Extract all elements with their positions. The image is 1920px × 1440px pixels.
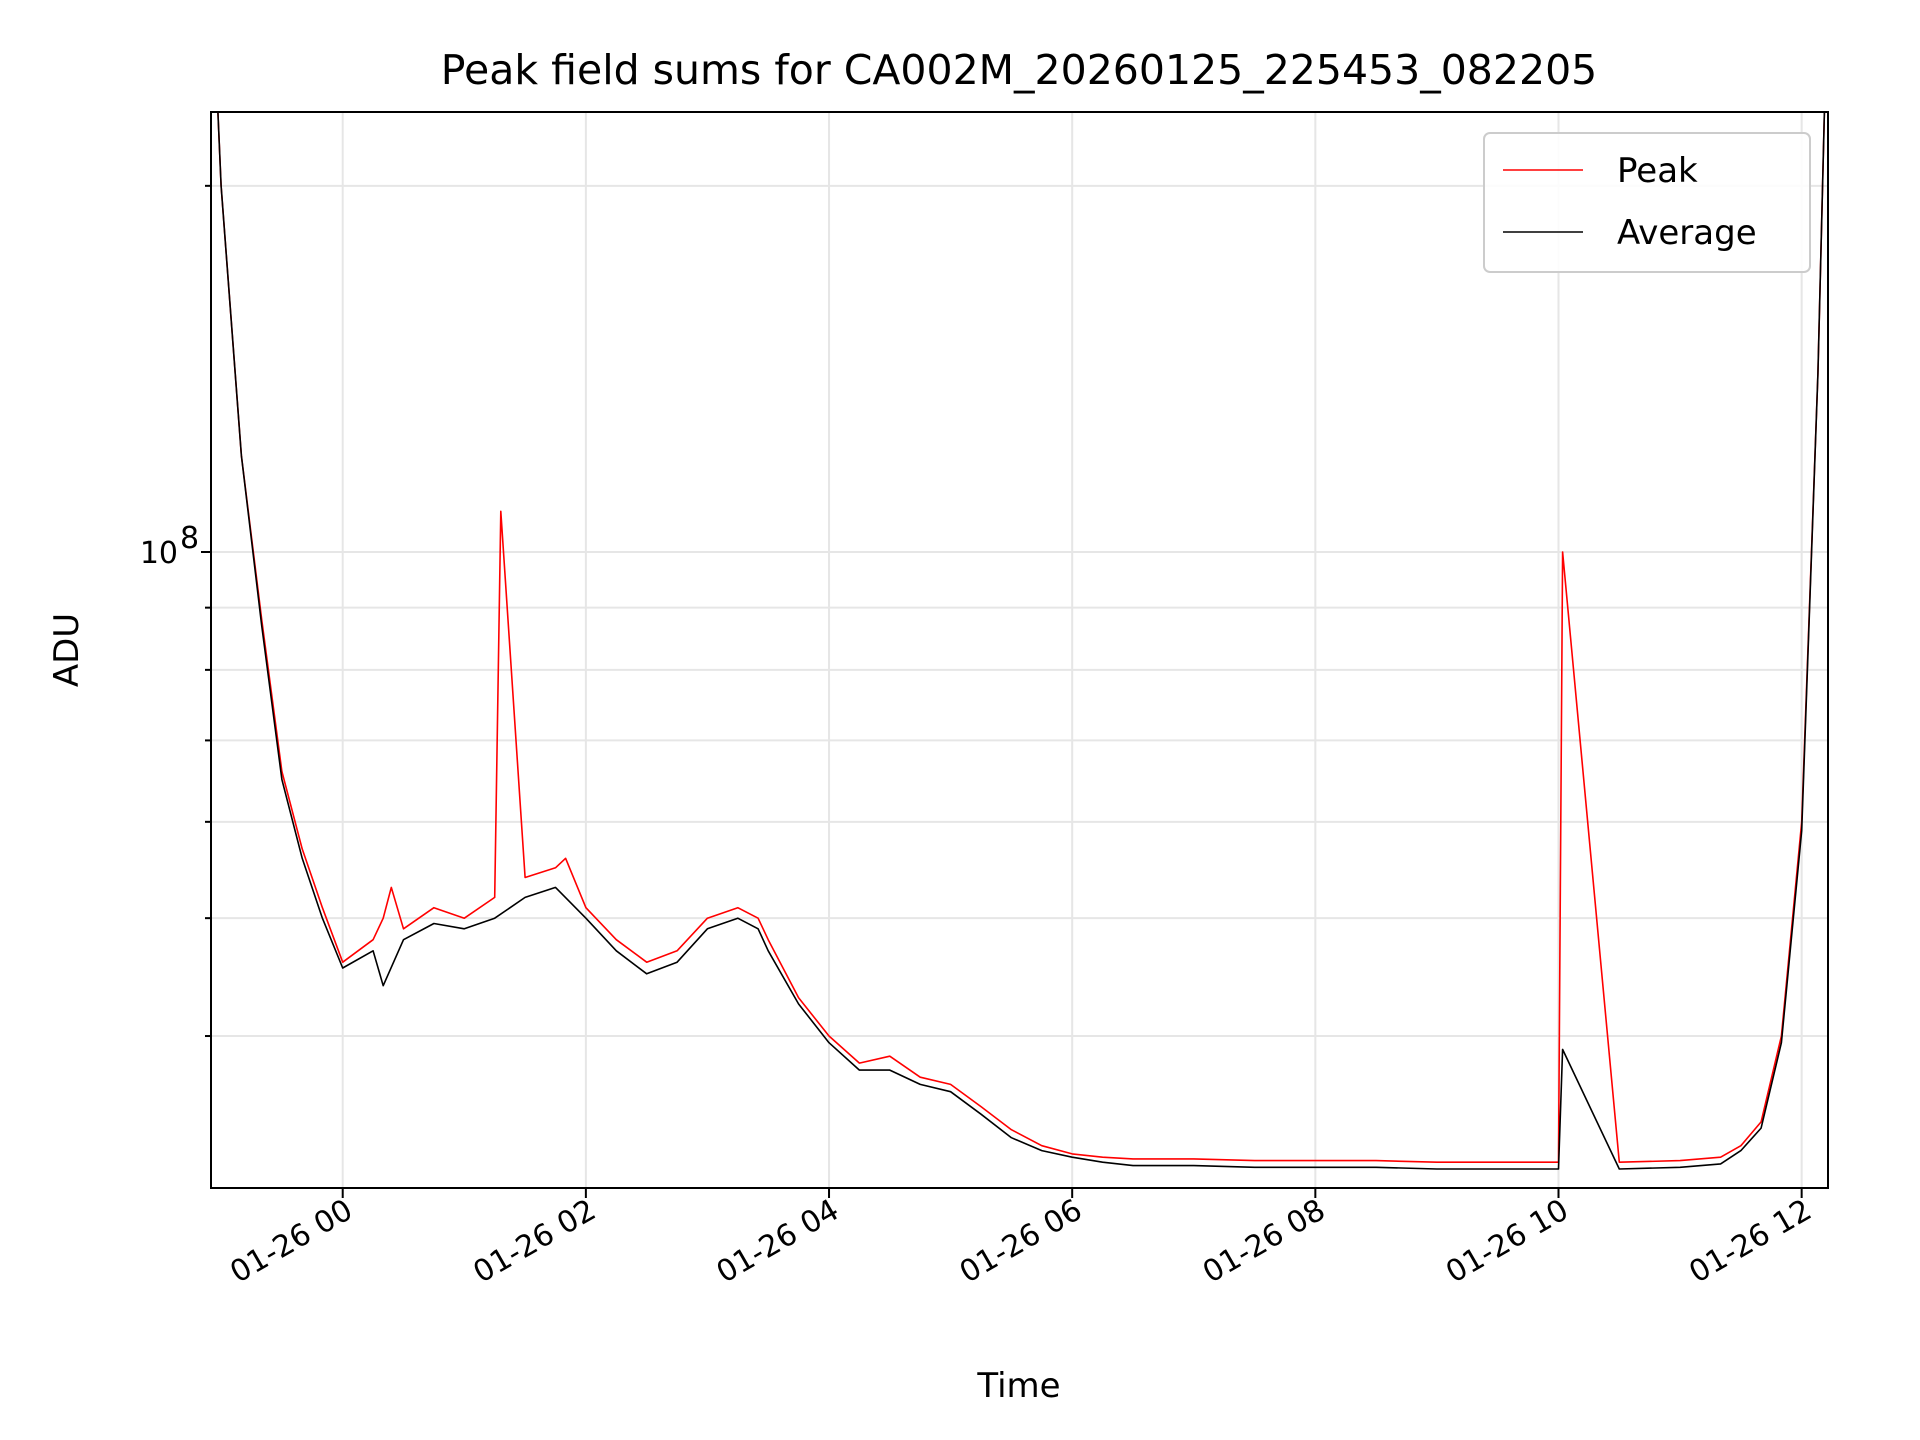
chart-title: Peak field sums for CA002M_20260125_2254… — [441, 46, 1598, 94]
x-axis-label: Time — [976, 1366, 1060, 1406]
grid — [211, 112, 1828, 1188]
legend-label-peak: Peak — [1617, 151, 1698, 191]
plot-frame — [210, 111, 1829, 1189]
y-tick-label: 10 — [140, 536, 178, 571]
x-tick-label: 01-26 06 — [954, 1193, 1088, 1291]
x-tick-label: 01-26 08 — [1197, 1193, 1331, 1291]
x-tick-label: 01-26 10 — [1440, 1193, 1574, 1291]
y-axis-label: ADU — [47, 613, 87, 687]
series-line-peak — [217, 112, 1826, 1163]
x-tick-label: 01-26 02 — [468, 1193, 602, 1291]
x-tick-label: 01-26 12 — [1683, 1193, 1817, 1291]
legend-box — [1483, 132, 1811, 273]
ticks: 01-26 00 01-26 02 01-26 04 01-26 06 01-26 08… — [140, 184, 1818, 1291]
legend: Peak Average — [1483, 132, 1811, 273]
series-layer — [217, 112, 1826, 1170]
x-tick-label: 01-26 04 — [711, 1193, 845, 1291]
x-tick-label: 01-26 00 — [224, 1193, 358, 1291]
legend-label-average: Average — [1617, 213, 1757, 253]
y-tick-exponent: 8 — [180, 521, 199, 556]
series-line-average — [217, 112, 1826, 1170]
